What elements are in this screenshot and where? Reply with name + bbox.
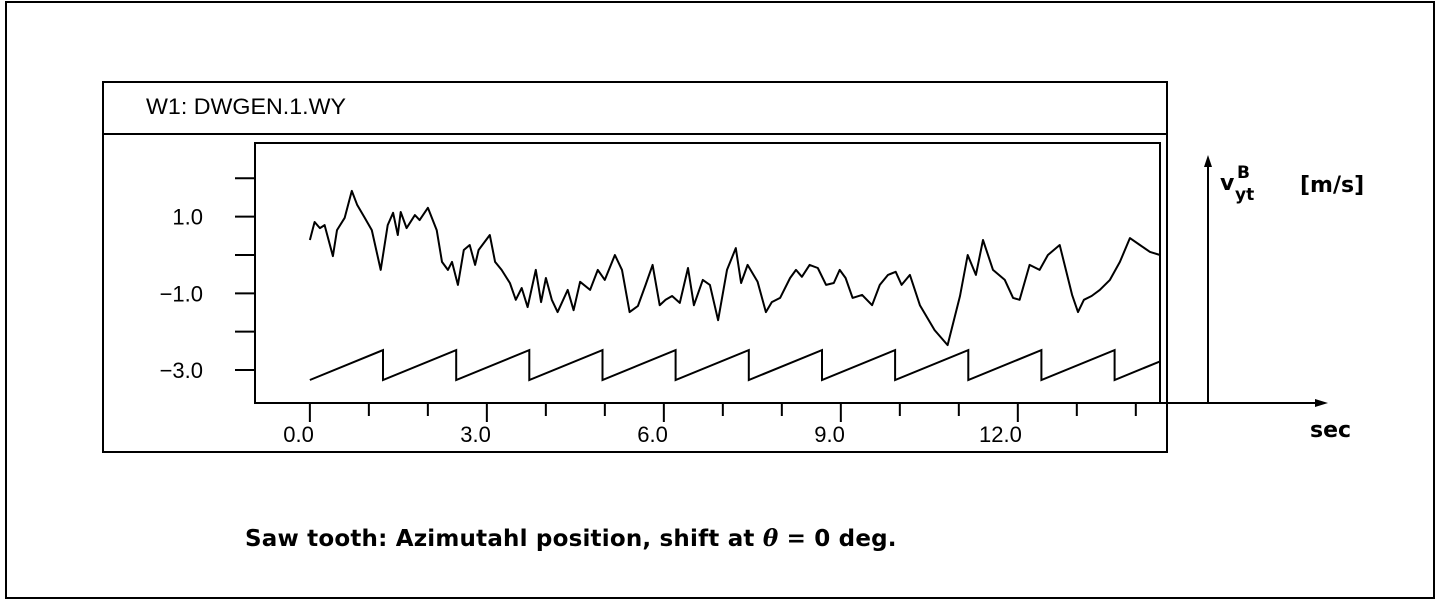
series-sawtooth-line: [309, 348, 1161, 382]
x-axis-arrowhead: [1315, 399, 1328, 407]
y-tick-label: 1.0: [172, 205, 203, 230]
window-title: W1: DWGEN.1.WY: [146, 94, 346, 119]
x-tick-label: 12.0: [979, 422, 1022, 447]
y-axis-unit: [m/s]: [1300, 173, 1364, 198]
y-axis-label-main: v: [1220, 171, 1235, 196]
y-axis-arrowhead: [1204, 155, 1212, 167]
x-tick-label: 3.0: [460, 422, 491, 447]
x-axis-label: sec: [1310, 418, 1351, 443]
figure-caption: Saw tooth: Azimutahl position, shift at …: [245, 525, 897, 552]
y-axis-label-sup: B: [1237, 163, 1250, 183]
y-tick-label: −3.0: [160, 358, 203, 383]
plot-area: [254, 142, 1161, 404]
y-axis-label: v: [1220, 171, 1235, 196]
caption-theta: θ: [762, 525, 779, 552]
outer-frame: [5, 1, 1435, 599]
x-tick-label: 6.0: [637, 422, 668, 447]
caption-prefix: Saw tooth: Azimutahl position, shift at: [245, 526, 763, 552]
x-tick-label: 9.0: [814, 422, 845, 447]
x-axis-ticks: 0.0 3.0 6.0 9.0 12.0: [283, 403, 1137, 447]
y-tick-label: −1.0: [160, 281, 203, 306]
x-tick-label: 0.0: [283, 422, 314, 447]
plot-window: [102, 81, 1168, 453]
caption-suffix: = 0 deg.: [778, 526, 897, 552]
y-axis-label-sub: yt: [1235, 185, 1254, 205]
series-velocity-line: [308, 189, 1161, 347]
y-axis-ticks: 1.0 −1.0 −3.0: [160, 177, 255, 383]
